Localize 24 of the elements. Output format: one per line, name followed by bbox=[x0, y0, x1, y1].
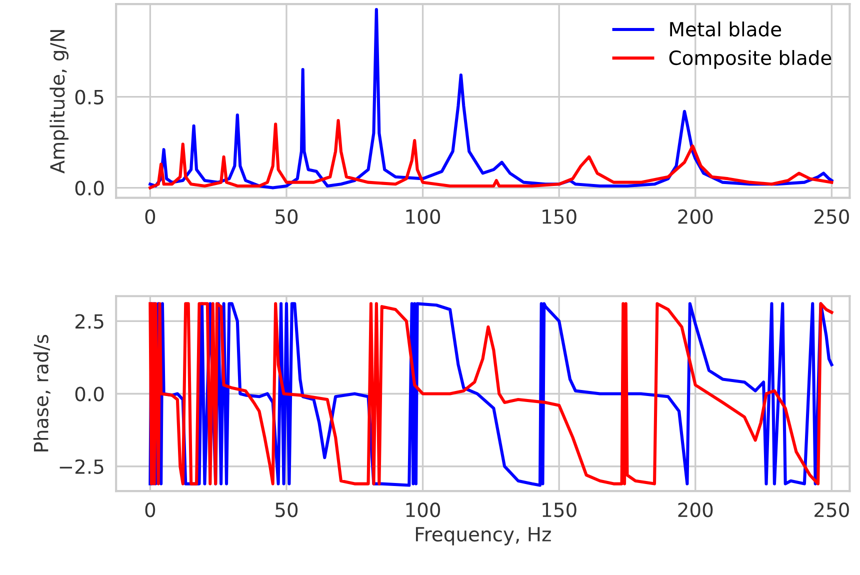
x-tick-label: 200 bbox=[678, 502, 713, 518]
y-tick-label: 0.5 bbox=[75, 90, 104, 104]
x-axis-title: Frequency, Hz bbox=[416, 527, 551, 546]
y-tick-label: 2.5 bbox=[75, 314, 104, 329]
y-axis-title: Amplitude, g/N bbox=[50, 30, 69, 174]
y-tick-label: −2.5 bbox=[60, 459, 104, 474]
x-tick-label: 150 bbox=[542, 209, 576, 224]
x-tick-label: 0 bbox=[145, 502, 156, 518]
x-tick-label: 150 bbox=[542, 502, 576, 518]
x-tick-label: 250 bbox=[814, 502, 849, 518]
legend-label: Composite blade bbox=[669, 50, 832, 69]
line-series bbox=[148, 118, 834, 190]
x-tick-label: 100 bbox=[406, 209, 440, 224]
line-series bbox=[148, 8, 834, 190]
x-tick-label: 200 bbox=[678, 209, 713, 224]
y-tick-label: 0.0 bbox=[75, 386, 104, 402]
y-axis-title: Phase, rad/s bbox=[33, 334, 50, 452]
y-tick-label: 0.0 bbox=[75, 180, 104, 196]
x-tick-label: 50 bbox=[276, 209, 298, 224]
x-tick-label: 100 bbox=[406, 502, 440, 518]
x-tick-label: 50 bbox=[276, 502, 298, 518]
x-tick-label: 0 bbox=[145, 209, 156, 224]
x-tick-label: 250 bbox=[814, 209, 849, 224]
legend-label: Metal blade bbox=[670, 22, 782, 37]
